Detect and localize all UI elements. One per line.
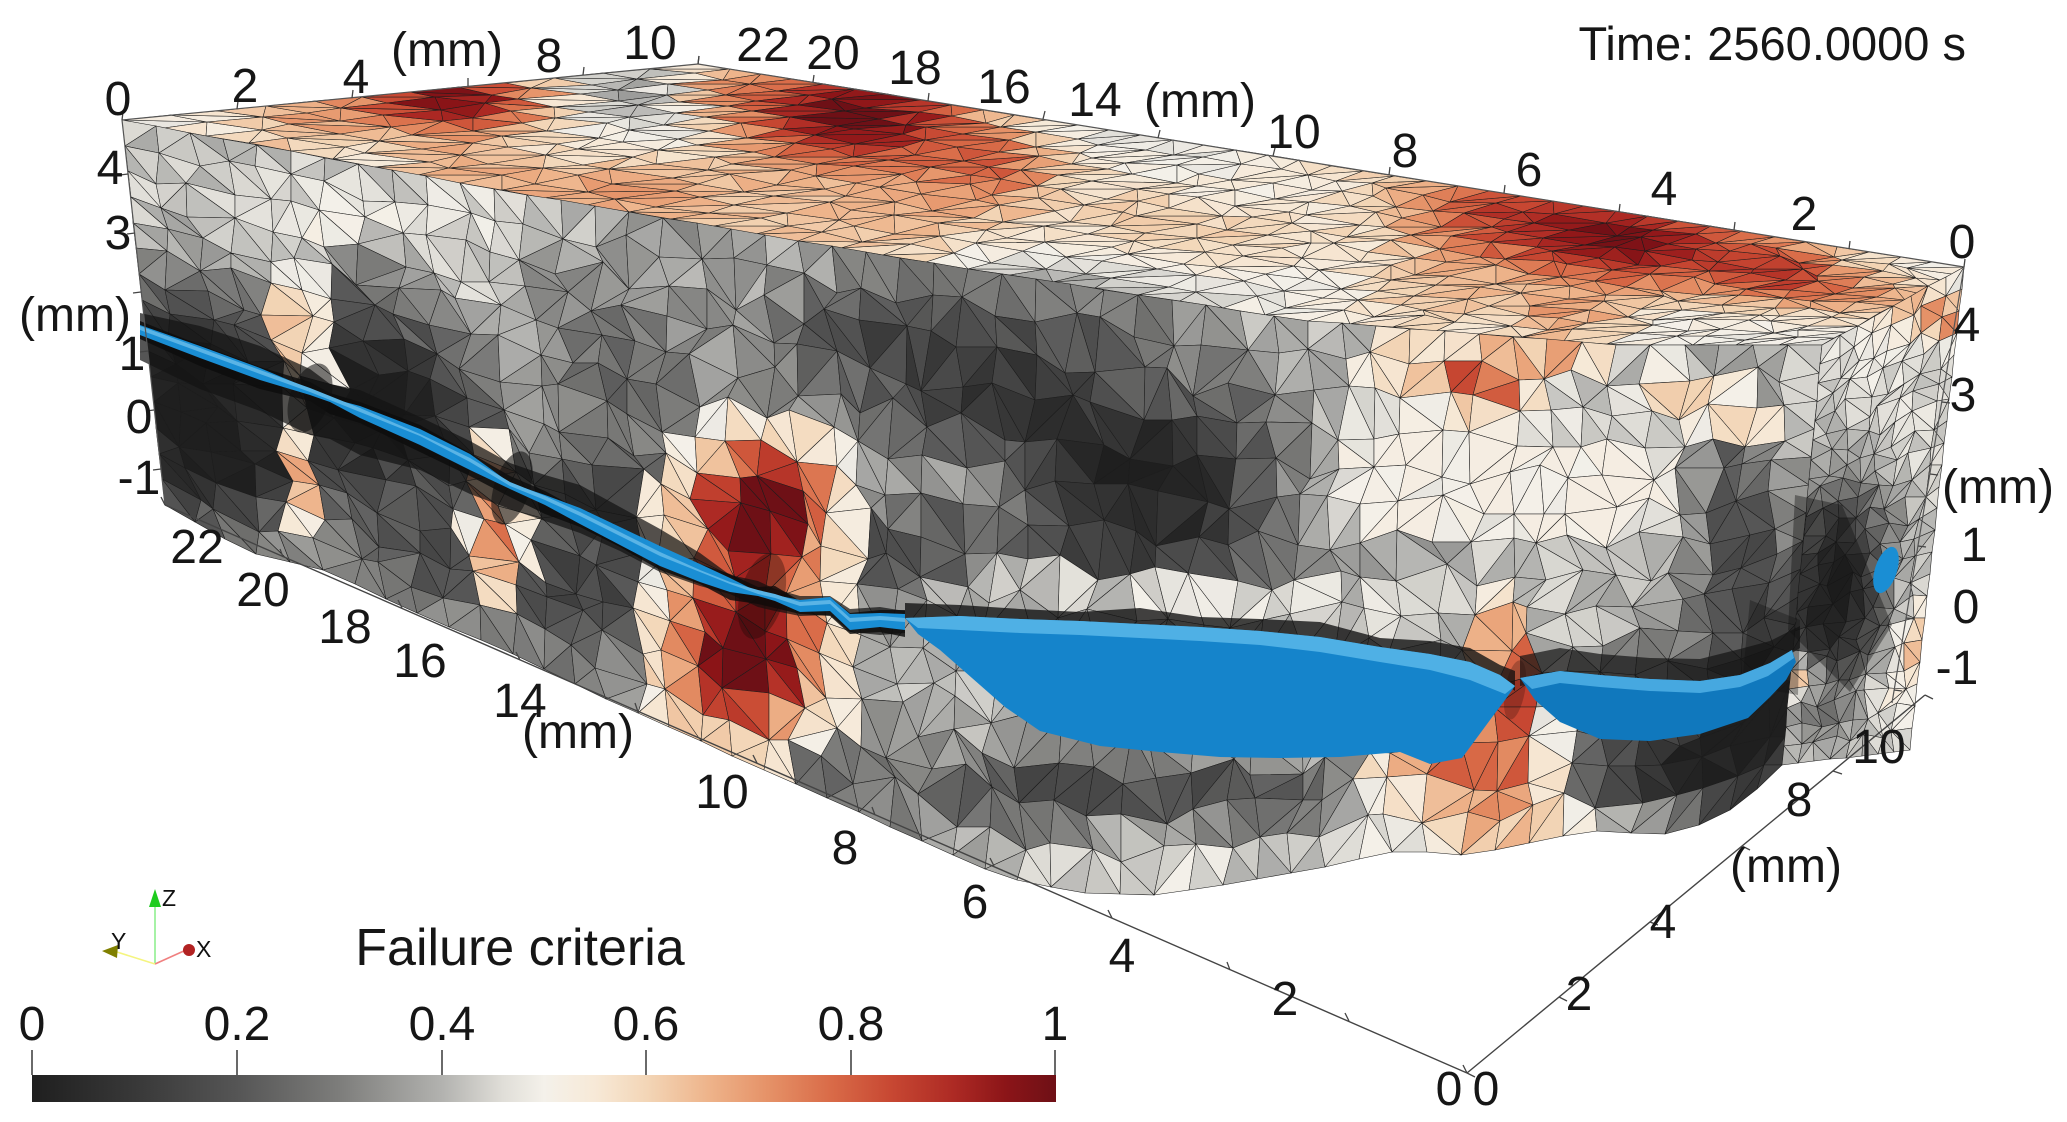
svg-text:10: 10	[1267, 106, 1320, 159]
svg-text:Z: Z	[162, 885, 176, 911]
svg-text:16: 16	[977, 61, 1030, 114]
svg-text:10: 10	[623, 17, 676, 70]
svg-text:2: 2	[232, 60, 259, 113]
svg-text:X: X	[196, 936, 211, 962]
svg-text:3: 3	[1950, 369, 1977, 422]
svg-text:2: 2	[1566, 968, 1593, 1021]
svg-text:0: 0	[1473, 1063, 1500, 1116]
svg-text:0: 0	[126, 391, 153, 444]
svg-text:0: 0	[1436, 1063, 1463, 1116]
svg-text:22: 22	[170, 521, 223, 574]
svg-text:4: 4	[1651, 163, 1678, 216]
svg-text:0.2: 0.2	[204, 998, 271, 1051]
svg-text:20: 20	[236, 564, 289, 617]
svg-text:-1: -1	[1936, 642, 1979, 695]
svg-text:(mm): (mm)	[19, 289, 131, 342]
svg-text:1: 1	[119, 328, 146, 381]
svg-text:20: 20	[806, 27, 859, 80]
svg-text:(mm): (mm)	[1730, 840, 1842, 893]
svg-text:18: 18	[318, 601, 371, 654]
svg-text:(mm): (mm)	[1144, 75, 1256, 128]
svg-text:10: 10	[695, 766, 748, 819]
svg-text:8: 8	[832, 822, 859, 875]
svg-text:4: 4	[343, 51, 370, 104]
svg-text:(mm): (mm)	[1942, 461, 2054, 514]
svg-text:-1: -1	[118, 452, 161, 505]
svg-text:Y: Y	[111, 928, 126, 954]
svg-text:(mm): (mm)	[391, 24, 503, 77]
svg-text:6: 6	[1516, 144, 1543, 197]
svg-text:22: 22	[736, 19, 789, 72]
svg-text:Failure criteria: Failure criteria	[355, 919, 684, 977]
svg-text:4: 4	[1650, 896, 1677, 949]
svg-text:6: 6	[962, 876, 989, 929]
svg-text:16: 16	[393, 635, 446, 688]
svg-text:0: 0	[105, 73, 132, 126]
svg-text:14: 14	[1068, 74, 1121, 127]
svg-text:0.8: 0.8	[818, 998, 885, 1051]
svg-text:4: 4	[1109, 930, 1136, 983]
svg-text:(mm): (mm)	[522, 706, 634, 759]
svg-text:1: 1	[1961, 519, 1988, 572]
svg-text:Time: 2560.0000 s: Time: 2560.0000 s	[1578, 17, 1966, 70]
svg-text:14: 14	[493, 675, 546, 728]
svg-text:0: 0	[1953, 581, 1980, 634]
svg-text:8: 8	[1786, 774, 1813, 827]
svg-text:8: 8	[536, 30, 563, 83]
svg-text:2: 2	[1272, 973, 1299, 1026]
svg-text:10: 10	[1852, 721, 1905, 774]
svg-text:0: 0	[1949, 216, 1976, 269]
svg-text:0: 0	[19, 998, 46, 1051]
svg-text:3: 3	[105, 207, 132, 260]
svg-text:4: 4	[97, 142, 124, 195]
svg-text:18: 18	[888, 42, 941, 95]
svg-text:2: 2	[1791, 188, 1818, 241]
svg-text:0.6: 0.6	[613, 998, 680, 1051]
svg-text:1: 1	[1042, 998, 1069, 1051]
svg-text:8: 8	[1392, 125, 1419, 178]
svg-text:0.4: 0.4	[409, 998, 476, 1051]
svg-text:4: 4	[1954, 299, 1981, 352]
